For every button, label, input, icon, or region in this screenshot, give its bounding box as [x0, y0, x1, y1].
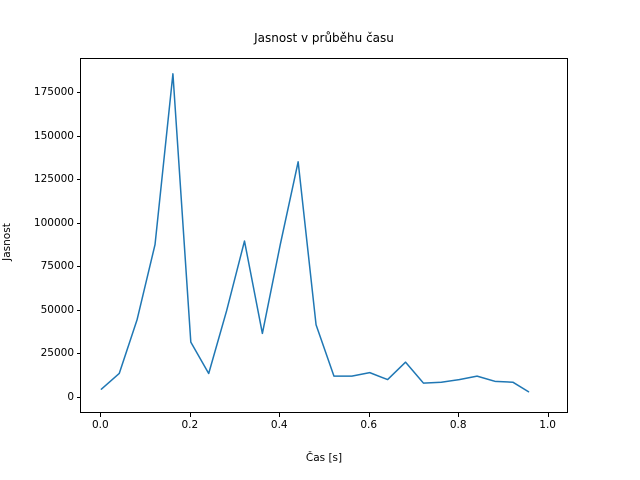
x-tick-mark [368, 413, 370, 417]
x-tick-label: 0.0 [91, 419, 109, 431]
x-tick-mark [189, 413, 191, 417]
y-tick-label: 125000 [33, 173, 74, 186]
x-tick-mark [100, 413, 102, 417]
x-tick-label: 1.0 [539, 419, 556, 431]
chart-title: Jasnost v průběhu času [254, 31, 394, 45]
y-tick-label: 100000 [33, 216, 74, 229]
x-tick-mark [547, 413, 549, 417]
x-tick-label: 0.8 [449, 419, 467, 431]
y-tick-label: 175000 [33, 85, 74, 98]
x-tick-label: 0.4 [270, 419, 288, 431]
x-axis-label: Čas [s] [305, 452, 343, 464]
y-tick-mark [76, 309, 80, 311]
plot-area [80, 58, 568, 413]
data-series-line [100, 73, 530, 393]
plot-canvas [100, 73, 530, 393]
y-tick-label: 0 [67, 390, 74, 403]
y-tick-label: 150000 [33, 129, 74, 142]
y-tick-label: 75000 [40, 260, 74, 273]
x-tick-mark [458, 413, 460, 417]
y-tick-label: 25000 [40, 347, 74, 360]
y-axis-tick-labels: 0 25000 50000 75000 100000 125000 150000 175000 [8, 0, 74, 480]
x-tick-label: 0.6 [360, 419, 378, 431]
y-tick-label: 50000 [40, 303, 74, 316]
y-tick-mark [76, 353, 80, 355]
y-tick-mark [76, 266, 80, 268]
y-tick-mark [76, 135, 80, 137]
y-tick-mark [76, 396, 80, 398]
y-tick-mark [76, 179, 80, 181]
x-tick-label: 0.2 [181, 419, 199, 431]
x-tick-mark [279, 413, 281, 417]
y-tick-mark [76, 91, 80, 93]
y-tick-mark [76, 222, 80, 224]
